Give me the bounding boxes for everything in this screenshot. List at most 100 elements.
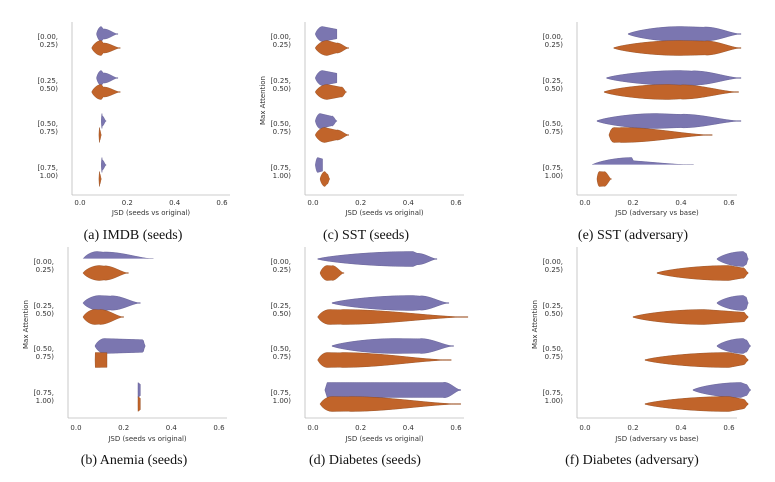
- x-tick-label: 0.0: [70, 424, 81, 432]
- y-tick-label: [0.75,: [542, 389, 563, 397]
- x-tick-label: 0.0: [307, 199, 318, 207]
- y-axis-label: Max Attention: [259, 76, 267, 125]
- panel-caption: (f) Diabetes (adversary): [565, 453, 699, 468]
- y-tick-label: 0.50): [273, 85, 292, 93]
- lower-violin: [315, 84, 347, 100]
- upper-violin: [315, 157, 323, 173]
- y-tick-label: 0.25): [545, 266, 564, 274]
- y-tick-label: 0.75): [40, 128, 59, 136]
- x-axis-label: JSD (seeds vs original): [344, 435, 424, 443]
- lower-violin: [644, 352, 749, 368]
- x-tick-label: 0.4: [403, 424, 415, 432]
- y-tick-label: [0.75,: [33, 389, 54, 397]
- upper-violin: [101, 113, 107, 129]
- y-tick-label: 0.50): [36, 310, 55, 318]
- upper-violin: [324, 382, 461, 398]
- x-tick-label: 0.0: [307, 424, 318, 432]
- x-tick-label: 0.6: [216, 199, 228, 207]
- y-tick-label: 0.50): [545, 310, 564, 318]
- x-tick-label: 0.0: [579, 424, 590, 432]
- upper-violin: [82, 295, 141, 311]
- y-tick-label: [0.50,: [542, 120, 563, 128]
- x-tick-label: 0.4: [675, 424, 687, 432]
- upper-violin: [315, 113, 338, 129]
- y-tick-label: [0.00,: [270, 33, 291, 41]
- upper-violin: [628, 26, 742, 42]
- lower-violin: [596, 171, 612, 187]
- lower-violin: [82, 265, 129, 281]
- x-tick-label: 0.0: [74, 199, 85, 207]
- upper-violin: [331, 295, 450, 311]
- y-axis-label: Max Attention: [22, 300, 30, 349]
- x-tick-label: 0.4: [403, 199, 415, 207]
- y-tick-label: 0.25): [36, 266, 55, 274]
- y-tick-label: [0.75,: [542, 164, 563, 172]
- x-tick-label: 0.2: [627, 424, 638, 432]
- x-tick-label: 0.0: [579, 199, 590, 207]
- y-tick-label: [0.25,: [270, 302, 291, 310]
- x-tick-label: 0.4: [675, 199, 687, 207]
- lower-violin: [319, 171, 330, 187]
- upper-violin: [82, 251, 154, 259]
- y-tick-label: [0.25,: [542, 77, 563, 85]
- y-tick-label: [0.50,: [270, 345, 291, 353]
- y-tick-label: 1.00): [40, 172, 59, 180]
- upper-violin: [96, 70, 119, 86]
- y-tick-label: 0.75): [273, 353, 292, 361]
- upper-violin: [592, 157, 694, 165]
- upper-violin: [94, 338, 146, 354]
- x-tick-label: 0.2: [627, 199, 638, 207]
- panel-caption: (c) SST (seeds): [323, 228, 409, 243]
- lower-violin: [98, 127, 102, 143]
- y-tick-label: 1.00): [545, 397, 564, 405]
- y-tick-label: [0.50,: [270, 120, 291, 128]
- y-tick-label: [0.00,: [33, 258, 54, 266]
- lower-violin: [91, 84, 121, 100]
- panel-caption: (e) SST (adversary): [578, 228, 688, 243]
- y-tick-label: 1.00): [273, 397, 292, 405]
- upper-violin: [716, 251, 749, 267]
- y-axis-label: Max Attention: [531, 300, 539, 349]
- x-axis-label: JSD (seeds vs original): [111, 209, 191, 217]
- upper-violin: [331, 338, 454, 354]
- y-tick-label: [0.50,: [33, 345, 54, 353]
- y-tick-label: 1.00): [36, 397, 55, 405]
- x-tick-label: 0.2: [355, 199, 366, 207]
- y-tick-label: 0.50): [545, 85, 564, 93]
- panel-4: 0.0 0.2 0.4 0.6 [0.00,0.25) [0.25,0.50) [0.50,…: [270, 247, 469, 468]
- upper-violin: [317, 251, 438, 267]
- y-tick-label: 1.00): [273, 172, 292, 180]
- panel-5: 0.0 0.2 0.4 0.6 [0.00,0.25) [0.25,0.50) [0.50,…: [531, 247, 751, 468]
- y-tick-label: [0.75,: [37, 164, 58, 172]
- y-tick-label: 1.00): [545, 172, 564, 180]
- y-tick-label: [0.50,: [542, 345, 563, 353]
- upper-violin: [101, 157, 107, 173]
- x-axis-label: JSD (adversary vs base): [614, 209, 699, 217]
- upper-violin: [716, 295, 749, 311]
- upper-violin: [692, 382, 751, 398]
- lower-violin: [94, 352, 108, 368]
- y-tick-label: [0.00,: [542, 258, 563, 266]
- upper-violin: [96, 26, 119, 42]
- lower-violin: [98, 171, 102, 187]
- y-tick-label: 0.75): [36, 353, 55, 361]
- upper-violin: [716, 338, 751, 354]
- y-tick-label: 0.50): [40, 85, 59, 93]
- x-tick-label: 0.6: [723, 424, 735, 432]
- lower-violin: [91, 40, 121, 56]
- x-axis-label: JSD (seeds vs original): [107, 435, 187, 443]
- x-tick-label: 0.6: [213, 424, 225, 432]
- panel-3: 0.0 0.2 0.4 0.6 [0.00,0.25) [0.25,0.50) [0.50,…: [22, 247, 227, 468]
- lower-violin: [317, 352, 452, 368]
- x-tick-label: 0.6: [450, 424, 462, 432]
- lower-violin: [317, 309, 469, 325]
- x-tick-label: 0.2: [122, 199, 133, 207]
- x-tick-label: 0.4: [169, 199, 181, 207]
- x-axis-label: JSD (seeds vs original): [344, 209, 424, 217]
- upper-violin: [137, 382, 141, 398]
- x-tick-label: 0.6: [450, 199, 462, 207]
- lower-violin: [613, 40, 742, 56]
- y-tick-label: 0.25): [545, 41, 564, 49]
- x-tick-label: 0.2: [118, 424, 129, 432]
